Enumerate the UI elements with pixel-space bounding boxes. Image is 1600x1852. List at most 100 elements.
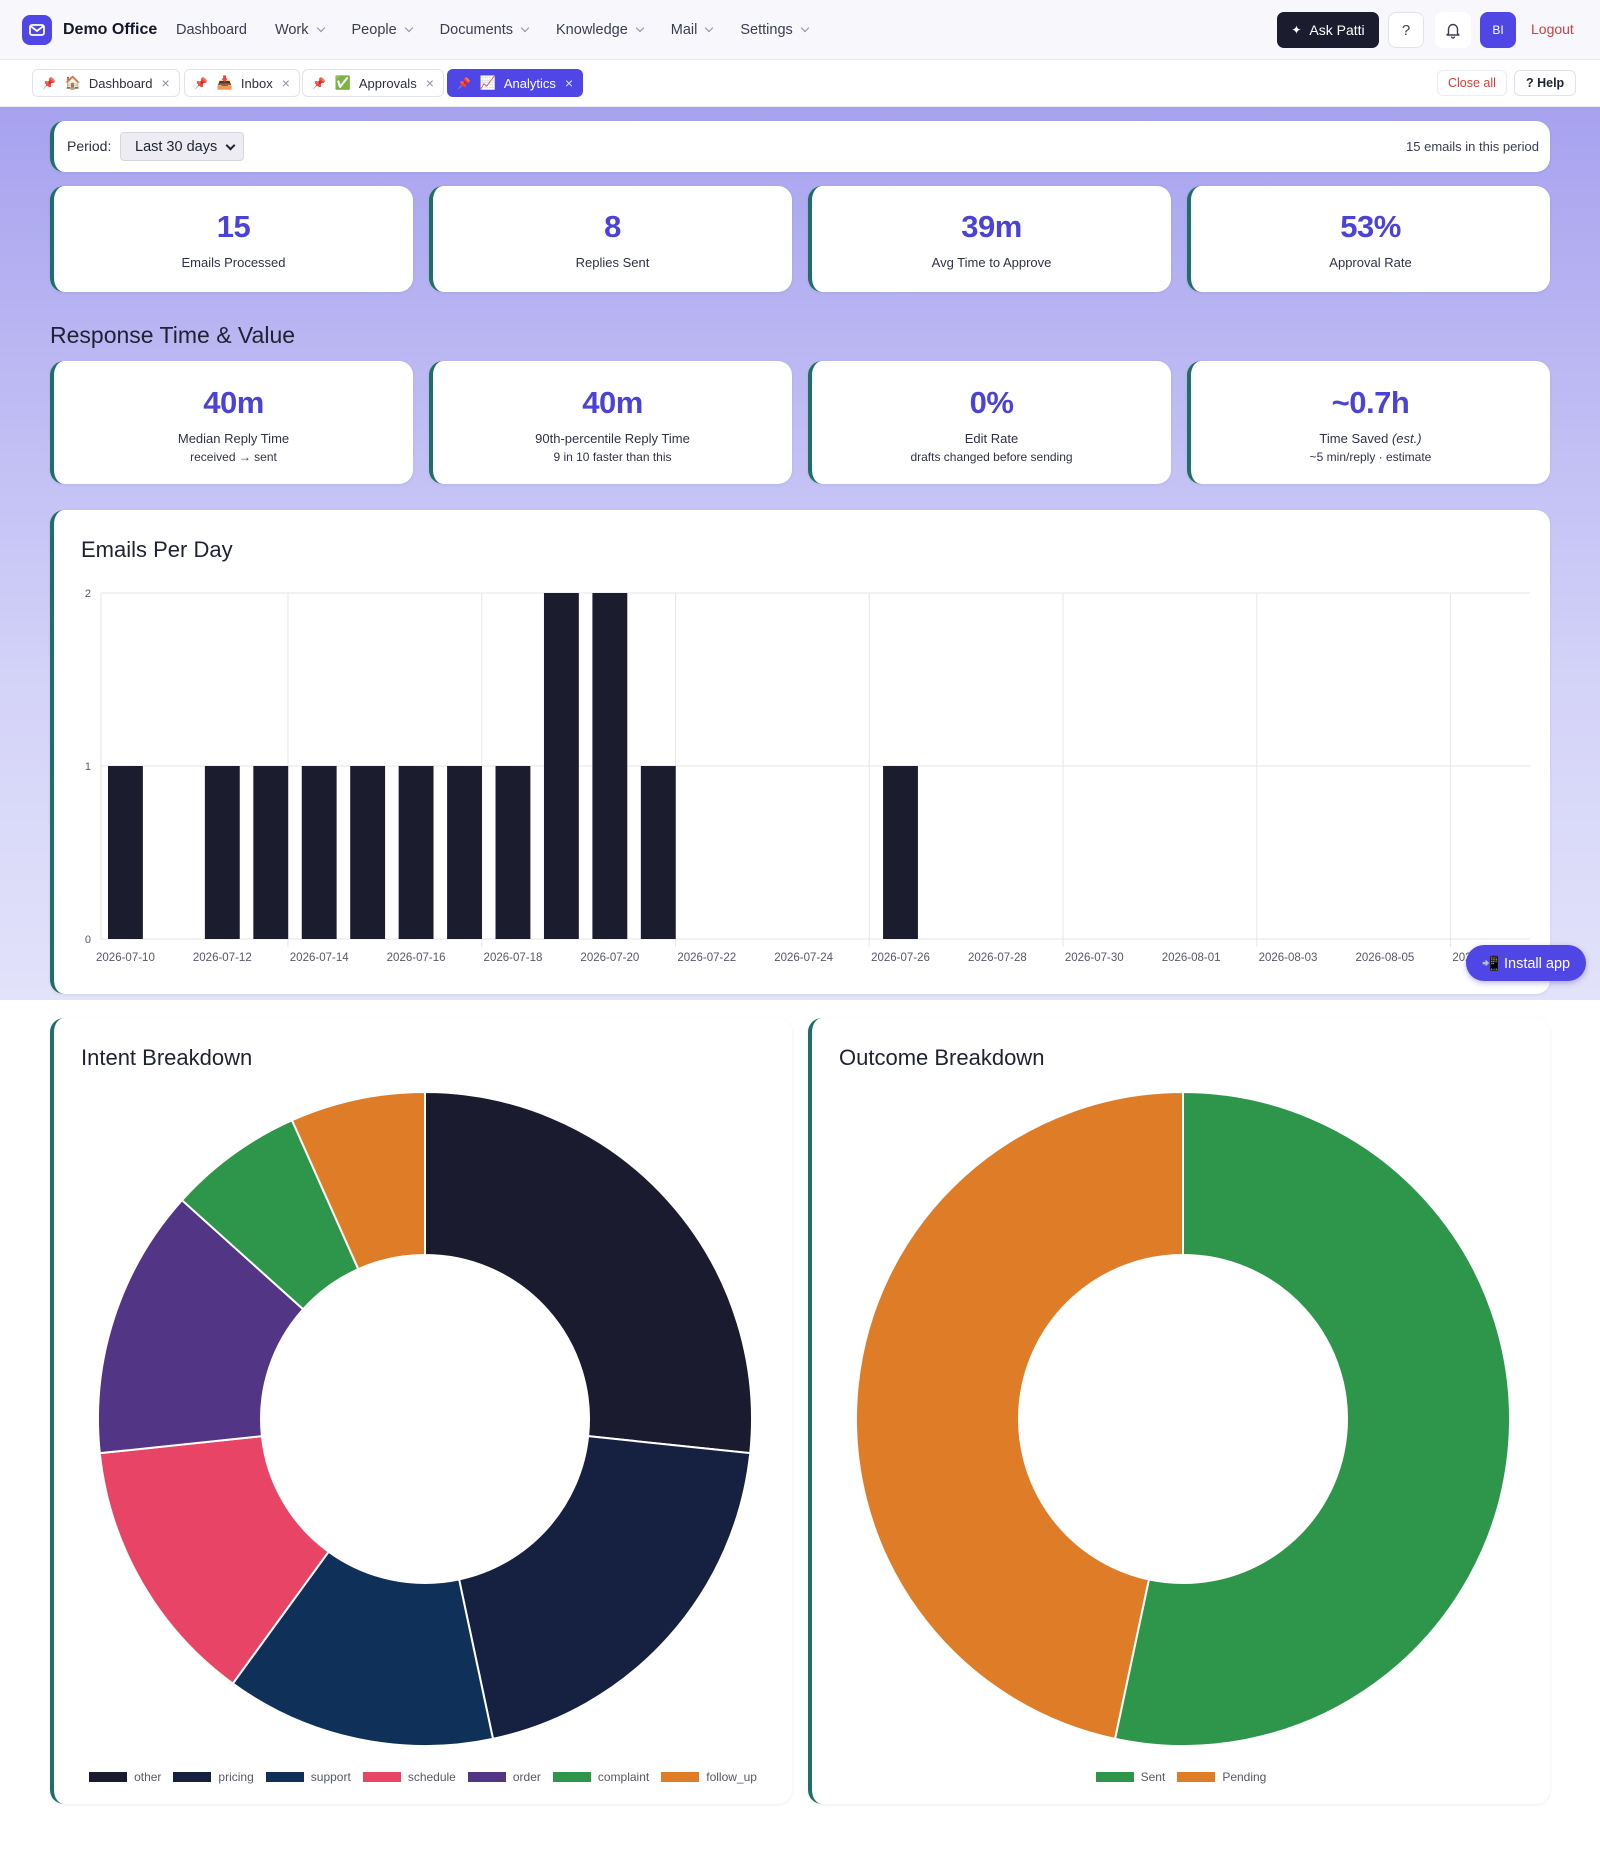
close-icon[interactable]: × [281,75,290,91]
stat-card-approval-rate: 53% Approval Rate [1187,186,1550,292]
close-all-button[interactable]: Close all [1437,70,1507,96]
pin-icon: 📌 [312,77,326,90]
response-card-median-reply-time: 40m Median Reply Time received → sent [50,361,413,484]
chevron-down-icon [705,23,714,33]
slice-other[interactable] [424,1090,753,1455]
tab-label: Approvals [358,75,417,91]
legend-label: complaint [597,1770,650,1784]
legend-item-pricing[interactable]: pricing [173,1770,254,1784]
nav-item-label: People [351,22,397,38]
legend-item-order[interactable]: order [467,1770,541,1784]
legend-item-other[interactable]: other [89,1770,161,1784]
legend-swatch [1095,1772,1134,1782]
legend-item-schedule[interactable]: schedule [362,1770,456,1784]
stat-value: 40m [203,385,264,420]
legend-label: Sent [1140,1770,1166,1784]
x-tick-label: 2026-07-20 [580,952,639,964]
nav-item-settings[interactable]: Settings [740,22,810,38]
legend-item-sent[interactable]: Sent [1095,1770,1166,1784]
bar-2026-07-10[interactable] [108,766,143,939]
tab-emoji: ✅ [334,75,351,90]
bell-icon[interactable] [1435,12,1471,48]
x-tick-label: 2026-07-26 [871,952,930,964]
stat-label: Time Saved (est.) [1191,431,1550,446]
legend-label: Pending [1222,1770,1267,1784]
slice-pending[interactable] [855,1090,1184,1741]
bar-2026-07-19[interactable] [543,593,579,939]
x-tick-label: 2026-07-14 [290,952,349,964]
bar-2026-07-17[interactable] [447,766,482,939]
stat-label: 90th-percentile Reply Time [433,431,792,446]
close-icon[interactable]: × [161,75,170,91]
legend-label: schedule [407,1770,456,1784]
sparkle-icon: ✦ [1291,23,1302,37]
pin-icon: 📌 [42,77,56,90]
x-tick-label: 2026-07-28 [968,952,1027,964]
slice-support[interactable] [231,1550,495,1747]
chevron-down-icon [225,140,236,151]
chevron-down-icon [404,23,413,33]
bar-2026-07-18[interactable] [495,766,531,939]
email-count-text: 15 emails in this period [1406,139,1539,154]
slice-schedule[interactable] [98,1435,330,1685]
bar-2026-07-21[interactable] [640,766,676,939]
nav-item-knowledge[interactable]: Knowledge [556,22,645,38]
stat-value: 53% [1340,209,1401,244]
tab-dashboard[interactable]: 📌 🏠 Dashboard × [32,69,180,97]
help-button[interactable]: ? Help [1514,70,1577,96]
stat-label: Approval Rate [1329,255,1412,270]
legend-item-pending[interactable]: Pending [1177,1770,1266,1784]
stat-label: Edit Rate [812,431,1171,446]
x-tick-label: 2026-08-05 [1355,952,1414,964]
bar-2026-07-15[interactable] [350,766,386,939]
bar-2026-07-12[interactable] [204,766,240,939]
period-select[interactable]: Last 30 days [120,132,244,161]
nav-item-label: Documents [439,22,514,38]
bar-2026-07-16[interactable] [398,766,434,939]
ask-patti-label: Ask Patti [1309,22,1365,38]
bar-2026-07-14[interactable] [301,766,337,939]
install-app-button[interactable]: 📲 Install app [1466,945,1586,981]
bar-2026-07-13[interactable] [253,766,289,939]
close-icon[interactable]: × [425,75,434,91]
nav-item-mail[interactable]: Mail [671,22,714,38]
brand[interactable]: Demo Office [22,15,157,45]
logout-link[interactable]: Logout [1531,21,1574,37]
x-tick-label: 2026-08-01 [1162,952,1221,964]
slice-follow-up[interactable] [290,1090,426,1271]
legend-item-complaint[interactable]: complaint [552,1770,650,1784]
ask-patti-button[interactable]: ✦ Ask Patti [1277,12,1379,48]
slice-sent[interactable] [1113,1090,1511,1747]
x-tick-label: 2026-07-24 [774,952,833,964]
nav-item-documents[interactable]: Documents [439,22,530,38]
legend-item-support[interactable]: support [265,1770,351,1784]
response-card-edit-rate: 0% Edit Rate drafts changed before sending [808,361,1171,484]
tab-inbox[interactable]: 📌 📥 Inbox × [184,69,300,97]
nav-item-label: Dashboard [176,22,247,38]
y-tick-label: 1 [85,761,91,773]
stat-subtext: received → sent [190,450,277,464]
avatar[interactable]: BI [1480,12,1516,48]
nav-item-work[interactable]: Work [275,22,325,38]
x-tick-label: 2026-08-03 [1259,952,1318,964]
slice-pricing[interactable] [457,1435,752,1741]
tab-label: Analytics [503,75,556,91]
tab-approvals[interactable]: 📌 ✅ Approvals × [302,69,444,97]
nav-item-dashboard[interactable]: Dashboard [176,22,247,38]
stat-label-text: Median Reply Time [177,431,290,446]
help-icon[interactable]: ? [1388,12,1424,48]
chevron-down-icon [800,23,810,33]
legend-swatch [1177,1772,1216,1782]
chevron-down-icon [316,23,325,33]
intent-legend: other pricing support schedule order complain… [54,1770,792,1784]
emails-per-day-card: Emails Per Day 0 1 2 2026-07-10 2026-07-12 20… [50,510,1550,994]
legend-label: support [310,1770,351,1784]
bar-2026-07-20[interactable] [592,593,628,939]
stat-value: 0% [969,385,1014,420]
bar-2026-07-26[interactable] [883,766,918,939]
legend-item-follow-up[interactable]: follow_up [661,1770,757,1784]
period-selected-value: Last 30 days [135,138,218,155]
tab-analytics[interactable]: 📌 📈 Analytics × [447,69,584,97]
close-icon[interactable]: × [564,75,574,91]
nav-item-people[interactable]: People [351,22,413,38]
